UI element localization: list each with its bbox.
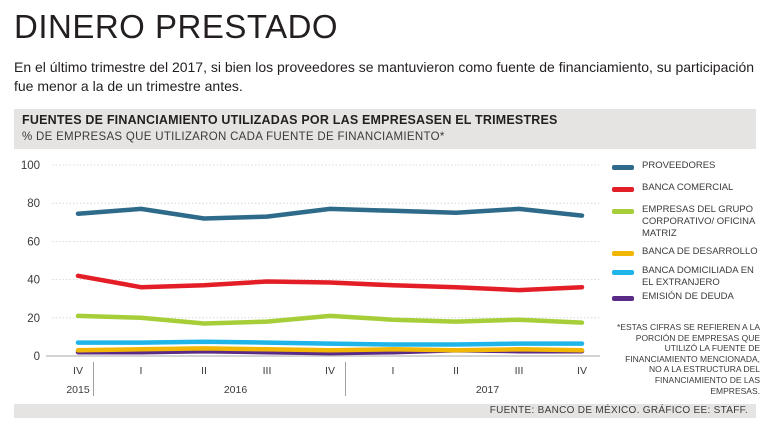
y-tick-label: 20 [27, 313, 40, 325]
legend-label: BANCA COMERCIAL [642, 182, 734, 193]
legend-swatch [612, 165, 634, 170]
x-tick-label: I [392, 365, 395, 377]
year-label: 2017 [476, 384, 500, 396]
chart-footnote: *ESTAS CIFRAS SE REFIEREN A LA PORCIÓN D… [617, 322, 760, 396]
series-line-banca-comercial [75, 273, 585, 293]
legend-swatch [612, 209, 634, 214]
legend-swatch [612, 296, 634, 301]
y-tick-label: 80 [27, 198, 40, 210]
y-tick-label: 40 [27, 275, 40, 287]
legend-label: EMPRESAS DEL GRUPO CORPORATIVO/ OFICINA … [642, 204, 755, 239]
legend-swatch [612, 270, 634, 275]
chart-subtitle: % DE EMPRESAS QUE UTILIZARON CADA FUENTE… [22, 131, 445, 143]
x-tick-label: II [453, 365, 459, 377]
x-tick-label: I [140, 365, 143, 377]
page-title: DINERO PRESTADO [14, 8, 339, 45]
series-line-proveedores [75, 206, 585, 221]
legend-label: EMISIÓN DE DEUDA [642, 291, 734, 302]
y-tick-label: 60 [27, 236, 40, 248]
x-tick-label: IV [577, 365, 587, 377]
page-subtitle: En el último trimestre del 2017, si bien… [14, 59, 755, 94]
series-line-empresas-del-grupo-corporativo-oficina-matriz [75, 313, 585, 326]
chart-header: FUENTES DE FINANCIAMIENTO UTILIZADAS POR… [14, 109, 756, 149]
series-line-banca-domiciliada-en-el-extranjero [75, 339, 585, 347]
x-tick-label: IV [73, 365, 83, 377]
legend-swatch [612, 187, 634, 192]
legend-swatch [612, 251, 634, 256]
legend-label: BANCA DOMICILIADA EN EL EXTRANJERO [642, 265, 754, 288]
legend-label: BANCA DE DESARROLLO [642, 246, 758, 257]
y-tick-label: 100 [21, 160, 40, 172]
legend-label: PROVEEDORES [642, 160, 716, 171]
chart-title: FUENTES DE FINANCIAMIENTO UTILIZADAS POR… [22, 113, 558, 127]
source-text: FUENTE: BANCO DE MÉXICO. GRÁFICO EE: STA… [489, 405, 748, 416]
year-label: 2015 [66, 384, 90, 396]
x-tick-label: II [201, 365, 207, 377]
x-tick-label: III [515, 365, 524, 377]
source-footer: FUENTE: BANCO DE MÉXICO. GRÁFICO EE: STA… [14, 404, 756, 418]
x-tick-label: IV [325, 365, 335, 377]
x-tick-label: III [263, 365, 272, 377]
series-line-banca-de-desarrollo [75, 346, 585, 353]
y-tick-label: 0 [34, 351, 40, 363]
year-label: 2016 [224, 384, 248, 396]
